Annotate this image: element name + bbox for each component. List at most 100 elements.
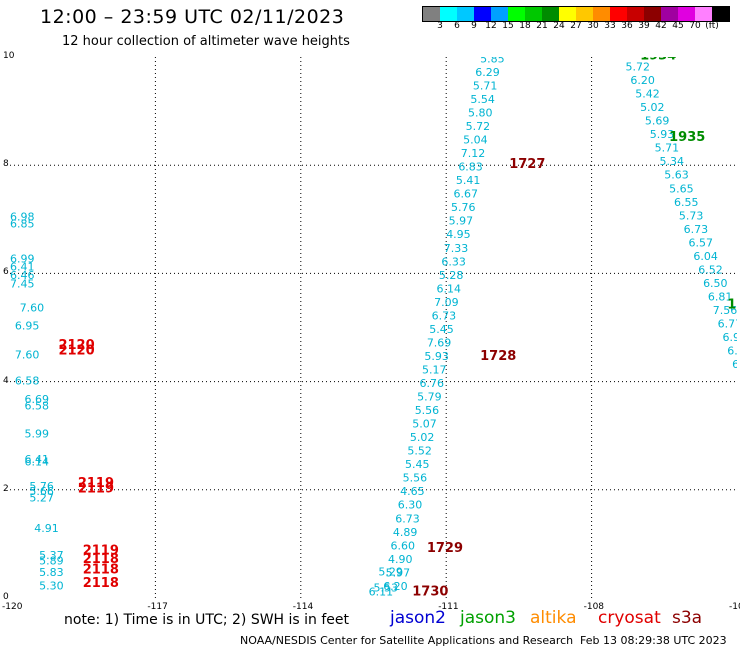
color-scale-label: 39 [638,21,650,31]
wave-height-label: 6.11 [369,585,394,598]
legend-altika: altika [530,608,577,628]
wave-height-label: 4.65 [400,485,425,498]
wave-height-label: 6.81 [708,290,733,303]
color-scale-label: 3 [437,21,443,31]
color-swatch [423,7,440,21]
x-tick-label: -114 [292,602,314,612]
color-scale-label: 21 [536,21,548,31]
wave-height-label: 5.93 [424,350,449,363]
wave-height-label: 5.85 [480,57,505,65]
color-scale-label: 30 [587,21,599,31]
wave-height-label: 5.71 [655,142,680,155]
time-label: 2119 [83,544,119,559]
wave-height-label: 6.50 [703,277,728,290]
wave-height-label: 5.45 [405,458,430,471]
wave-height-label: 6.76 [420,377,445,390]
wave-height-label: 7.69 [427,336,452,349]
wave-height-label: 6.57 [689,236,714,249]
color-swatch [678,7,695,21]
y-tick-label: 0 [3,592,9,602]
color-swatch [457,7,474,21]
wave-height-label: 6.14 [25,455,50,468]
wave-height-label: 5.45 [429,323,454,336]
wave-height-label: 6.41 [10,261,35,274]
color-scale-label: 6 [454,21,460,31]
wave-height-label: 7.60 [15,348,39,361]
color-scale-label: 33 [604,21,616,31]
wave-height-label: 6.98 [10,210,35,223]
wave-height-label: 5.07 [412,418,437,431]
time-label: 2120 [58,344,94,359]
time-label: 1934 [640,57,676,64]
wave-height-label: 7.45 [10,277,35,290]
y-tick-label: 6 [3,267,9,278]
wave-height-label: 7.33 [444,242,469,255]
wave-height-label: 5.71 [473,79,498,92]
note-text: note: 1) Time is in UTC; 2) SWH is in fe… [64,612,350,628]
time-label: 2120 [58,338,94,353]
time-label: 1935 [669,130,705,145]
wave-height-label: 6.20 [630,74,655,87]
wave-height-label: 5.02 [410,431,435,444]
x-tick-label: -117 [147,602,168,612]
wave-height-label: 6.33 [441,255,466,268]
color-scale-label: 27 [570,21,582,31]
wave-height-label: 5.72 [626,61,651,74]
color-swatch [474,7,491,21]
x-tick-label: -111 [438,602,459,612]
legend-cryosat: cryosat [598,608,661,628]
wave-height-label: 7.12 [461,147,486,160]
wave-height-label: 6.85 [10,217,35,230]
wave-height-label: 5.99 [25,427,50,440]
wave-height-label: 6.63 [727,345,737,358]
time-label: 1728 [480,349,516,364]
color-swatch [610,7,627,21]
time-label: 1729 [427,541,463,556]
wave-height-label: 4.91 [34,522,59,535]
time-label: 2119 [78,482,114,497]
wave-height-label: 5.69 [645,115,670,128]
wave-height-label: 5.97 [449,215,474,228]
wave-height-label: 6.95 [15,320,39,333]
legend-jason2: jason2 [390,608,446,628]
wave-height-label: 5.79 [417,391,442,404]
wave-height-label: 4.90 [388,553,413,566]
wave-height-label: 6.52 [698,263,723,276]
color-swatch [525,7,542,21]
wave-height-plot: 6.986.856.996.416.467.457.606.957.606.58… [10,57,737,598]
x-tick-label: -120 [2,602,23,612]
y-tick-label: 2 [3,483,9,494]
wave-height-label: 5.63 [664,169,689,182]
time-label: 1727 [509,157,545,172]
wave-height-label: 6.77 [718,318,737,331]
wave-height-label: 4.95 [446,228,471,241]
wave-height-label: 4.89 [393,526,418,539]
color-scale-label: 70 [689,21,701,31]
wave-height-label: 6.58 [15,374,39,387]
wave-height-label: 6.58 [25,400,50,413]
footer-credit: NOAA/NESDIS Center for Satellite Applica… [240,634,574,647]
wave-height-label: 5.73 [679,209,704,222]
color-scale-label: 36 [621,21,633,31]
color-swatch [542,7,559,21]
color-scale-label: 24 [553,21,565,31]
color-swatch [491,7,508,21]
legend-s3a: s3a [672,608,703,628]
wave-height-label: 7.56 [713,304,737,317]
wave-height-label: 7.09 [434,296,459,309]
color-scale-label: 15 [502,21,514,31]
wave-height-label: 6.67 [453,188,478,201]
color-scale-label: 9 [471,21,477,31]
wave-height-label: 6.83 [458,161,483,174]
color-swatch [712,7,729,21]
time-label: 193 [727,298,737,313]
color-swatch [576,7,593,21]
wave-height-label: 5.76 [451,201,476,214]
time-label: 2118 [83,563,119,578]
x-tick-label: -105 [729,602,740,612]
wave-height-label: 5.72 [466,120,491,133]
wave-height-label: 5.56 [403,472,428,485]
wave-height-label: 5.80 [468,107,493,120]
wave-height-label: 5.56 [415,404,440,417]
legend-jason3: jason3 [460,608,516,628]
